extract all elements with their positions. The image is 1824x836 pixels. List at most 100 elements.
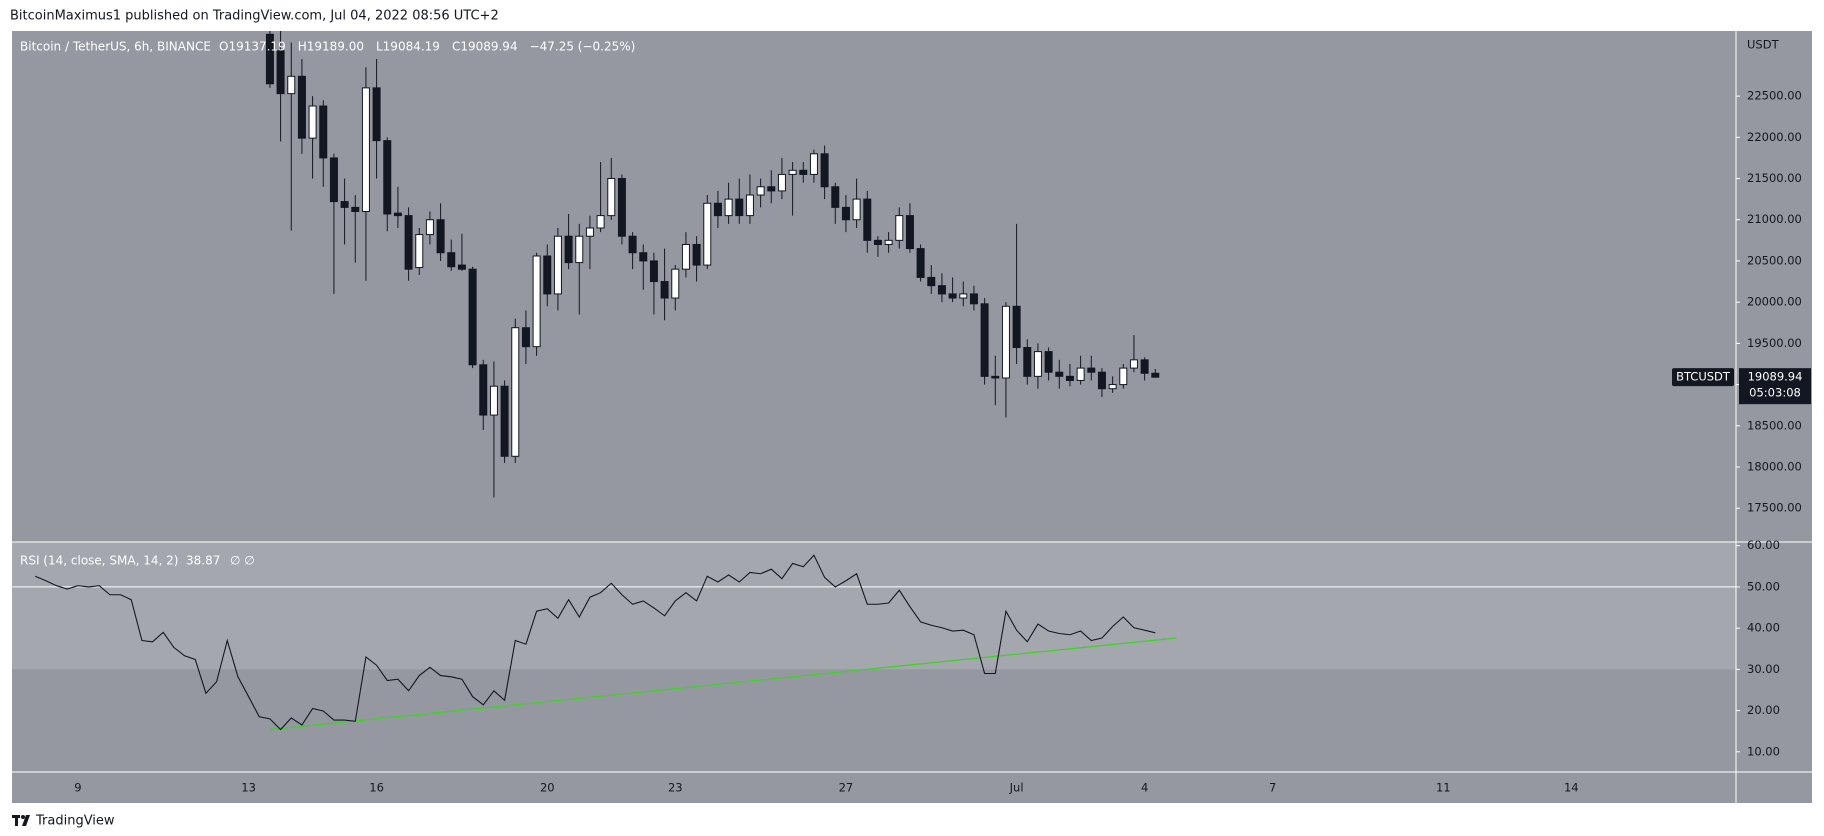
candle-body <box>809 153 818 175</box>
rsi-tick-label: 10.00 <box>1747 744 1780 758</box>
candle-body <box>767 186 776 192</box>
price-axis-unit: USDT <box>1747 38 1780 52</box>
rsi-tick-label: 30.00 <box>1747 662 1780 676</box>
byline: BitcoinMaximus1 published on TradingView… <box>10 9 499 24</box>
candle-body <box>991 375 1000 379</box>
rsi-tick-label: 20.00 <box>1747 703 1780 717</box>
candle-body <box>1151 372 1160 378</box>
candle-body <box>735 198 744 217</box>
price-tick-label: 22000.00 <box>1747 130 1802 144</box>
candle-body <box>1001 305 1010 379</box>
candle-body <box>617 178 626 237</box>
candle-body <box>852 198 861 221</box>
x-tick-label: 27 <box>839 781 854 795</box>
candle-body <box>607 178 616 217</box>
candle-body <box>863 198 872 241</box>
price-tick-label: 17500.00 <box>1747 501 1802 515</box>
candle-body <box>905 215 914 250</box>
candle-body <box>1065 375 1074 381</box>
candle-body <box>1097 371 1106 390</box>
price-tick-label: 21500.00 <box>1747 171 1802 185</box>
candle-body <box>564 235 573 264</box>
x-tick-label: Jul <box>1009 781 1024 795</box>
symbol-title: Bitcoin / TetherUS, 6h, BINANCE <box>20 40 211 54</box>
candle-body <box>543 255 552 295</box>
candle-body <box>959 293 968 299</box>
candle-body <box>660 281 669 299</box>
ohlc-header: −47.25 (−0.25%) <box>530 40 636 54</box>
price-tag-box <box>1739 368 1811 405</box>
rsi-extra: ∅ ∅ <box>230 554 255 568</box>
candle-body <box>1108 384 1117 390</box>
candle-body <box>553 235 562 295</box>
rsi-tick-label: 50.00 <box>1747 579 1780 593</box>
candle-body <box>447 252 456 268</box>
candle-body <box>287 75 296 95</box>
x-tick-label: 16 <box>369 781 384 795</box>
candle-body <box>713 202 722 217</box>
chart-background <box>12 31 1812 803</box>
candle-body <box>628 235 637 254</box>
candle-body <box>351 206 360 212</box>
candle-body <box>692 243 701 266</box>
candle-body <box>1044 351 1053 373</box>
candle-body <box>511 327 520 457</box>
price-tick-label: 18000.00 <box>1747 459 1802 473</box>
candle-body <box>1055 371 1064 377</box>
price-tick-label: 22500.00 <box>1747 89 1802 103</box>
candle-body <box>820 153 829 188</box>
candle-body <box>276 50 285 95</box>
candle-body <box>1087 367 1096 373</box>
candle-body <box>468 268 477 366</box>
symbol-tag: BTCUSDT <box>1676 370 1731 384</box>
price-tick-label: 21000.00 <box>1747 212 1802 226</box>
ohlc-header: C19089.94 <box>452 40 518 54</box>
ohlc-header: H19189.00 <box>298 40 364 54</box>
candle-body <box>777 173 786 192</box>
candle-body <box>873 239 882 245</box>
x-tick-label: 20 <box>540 781 555 795</box>
candle-body <box>639 252 648 262</box>
candle-body <box>521 327 530 348</box>
candle-body <box>1119 367 1128 386</box>
x-tick-label: 9 <box>74 781 81 795</box>
candle-body <box>340 201 349 208</box>
candle-body <box>319 105 328 159</box>
candle-body <box>1140 359 1149 374</box>
rsi-line <box>35 554 1156 731</box>
price-tick-label: 20500.00 <box>1747 253 1802 267</box>
price-tick-label: 18500.00 <box>1747 418 1802 432</box>
candle-body <box>393 212 402 217</box>
candle-body <box>841 206 850 221</box>
candle-body <box>415 234 424 269</box>
ohlc-header: O19137.19 <box>219 40 286 54</box>
candle-body <box>724 198 733 217</box>
ohlc-header: L19084.19 <box>376 40 440 54</box>
x-tick-label: 23 <box>668 781 683 795</box>
price-tag: 19089.94 <box>1748 370 1803 384</box>
candle-body <box>948 293 957 299</box>
countdown: 05:03:08 <box>1749 386 1801 400</box>
candle-body <box>703 202 712 266</box>
candle-body <box>937 285 946 295</box>
candle-body <box>500 385 509 457</box>
rsi-tick-label: 60.00 <box>1747 538 1780 552</box>
rsi-tick-label: 40.00 <box>1747 621 1780 635</box>
candle-body <box>575 235 584 264</box>
candle-body <box>479 364 488 416</box>
candle-body <box>895 215 904 241</box>
candle-body <box>756 186 765 196</box>
price-tick-label: 19500.00 <box>1747 336 1802 350</box>
candle-body <box>969 293 978 305</box>
rsi-title: RSI (14, close, SMA, 14, 2) <box>20 554 178 568</box>
candle-body <box>1129 359 1138 369</box>
candle-body <box>927 276 936 287</box>
candle-body <box>788 169 797 175</box>
rsi-background <box>12 542 1736 670</box>
candles <box>265 31 1160 498</box>
candle-body <box>308 105 317 139</box>
rsi-trendline <box>269 637 1177 731</box>
candle-body <box>457 264 466 270</box>
